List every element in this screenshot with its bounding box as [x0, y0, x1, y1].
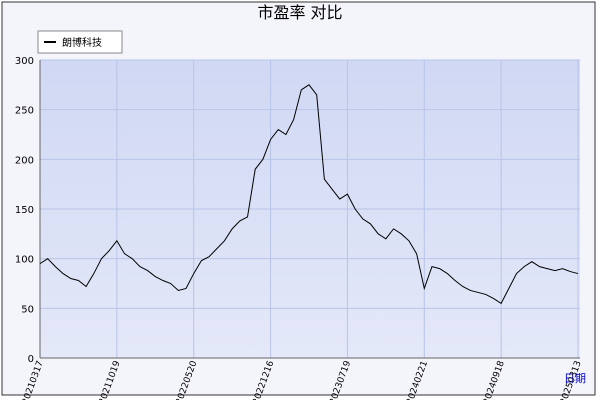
y-tick-label: 250 [15, 106, 34, 117]
legend-box [37, 30, 123, 54]
y-tick-label: 0 [28, 354, 34, 365]
y-tick-label: 150 [15, 205, 34, 216]
y-tick-label: 300 [15, 56, 34, 67]
legend-label: 朗博科技 [62, 36, 102, 49]
x-axis-label: 日期 [564, 372, 586, 385]
y-tick-label: 200 [15, 155, 34, 166]
chart-title: 市盈率 对比 [257, 3, 342, 22]
y-tick-label: 100 [15, 255, 34, 266]
legend: 朗博科技 [37, 30, 123, 54]
line [39, 84, 579, 305]
y-tick-label: 50 [21, 304, 34, 315]
